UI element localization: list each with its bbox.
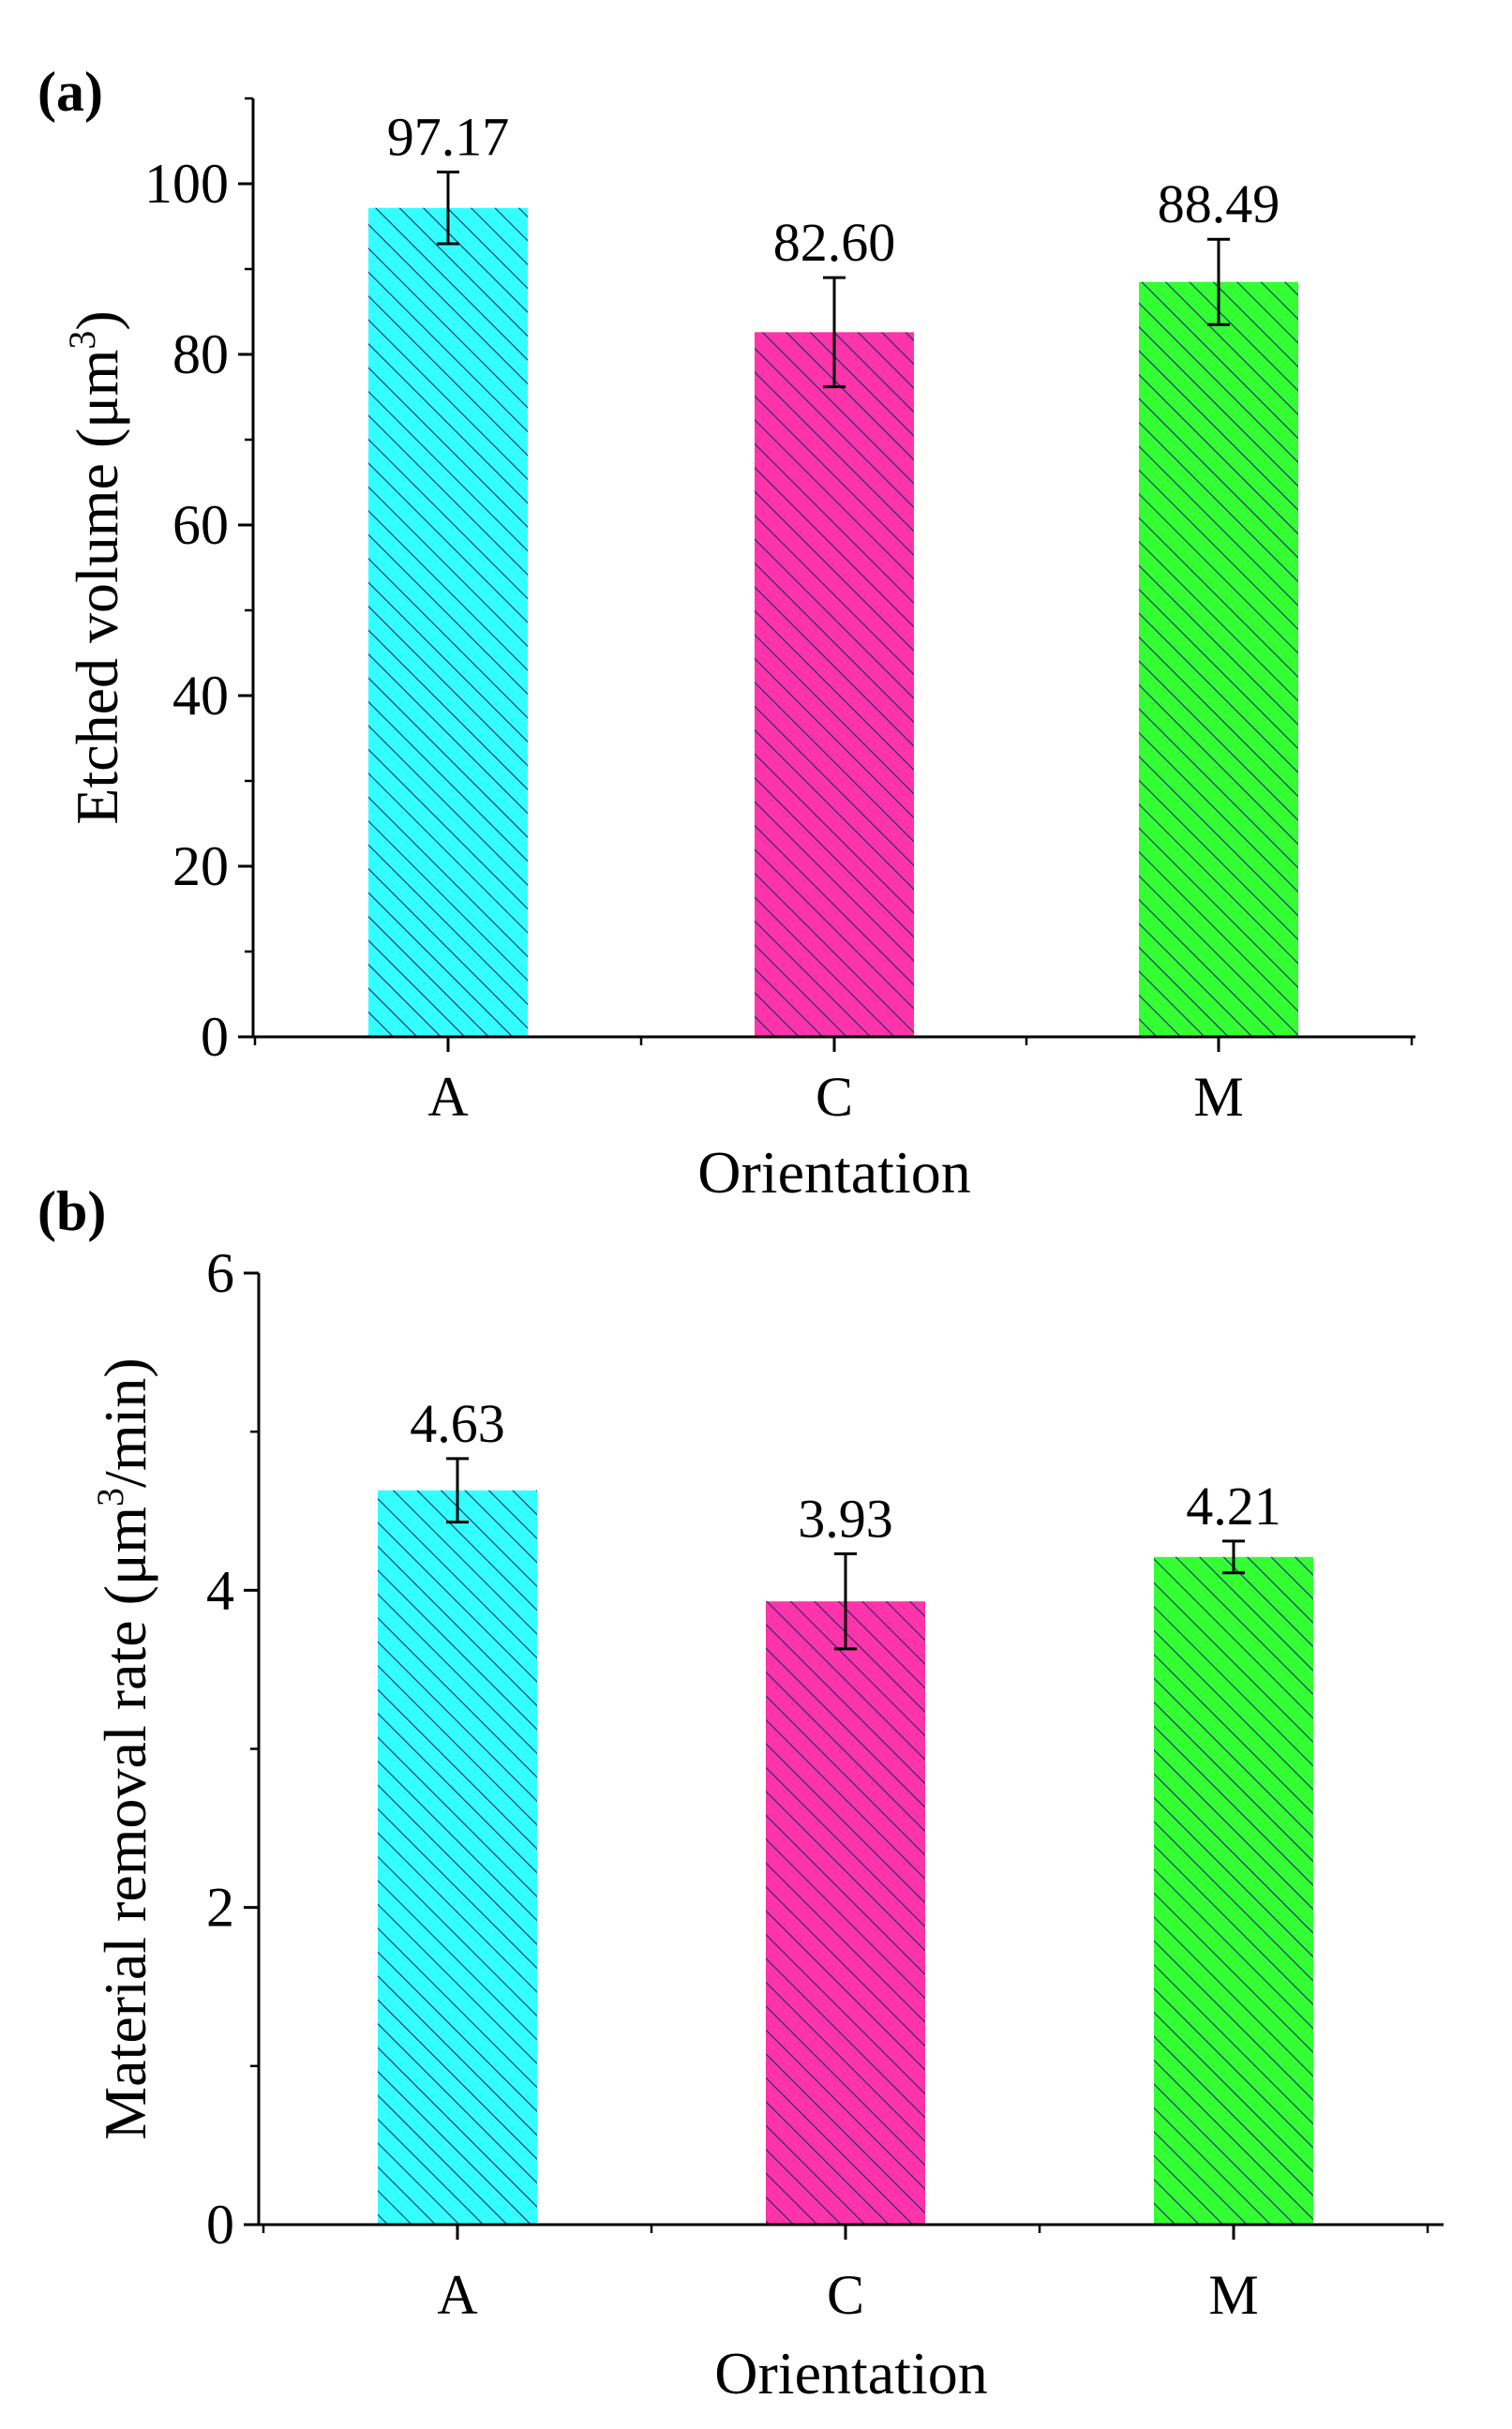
data-label: 88.49 xyxy=(1158,173,1280,234)
y-tick-label: 6 xyxy=(206,1242,234,1304)
y-tick-label: 100 xyxy=(144,153,229,215)
category-label: M xyxy=(1193,1066,1243,1128)
category-label: C xyxy=(816,1066,853,1128)
panel-label: (a) xyxy=(37,61,103,123)
y-axis-title-sup: 3 xyxy=(61,331,103,350)
y-axis-title-tail: ) xyxy=(64,310,130,330)
data-label: 4.63 xyxy=(410,1393,505,1454)
bar-hatch-a xyxy=(368,207,528,1038)
bar-hatch-c xyxy=(755,332,914,1038)
y-tick-label: 4 xyxy=(206,1559,234,1621)
category-label: A xyxy=(437,2264,477,2326)
y-tick-label: 0 xyxy=(201,1006,229,1068)
category-label: C xyxy=(827,2264,864,2326)
panel-label: (b) xyxy=(37,1180,106,1242)
y-axis-title-main: Material removal rate (μm xyxy=(92,1507,158,2140)
y-tick-label: 40 xyxy=(172,665,229,727)
y-axis-title-tail: /min) xyxy=(92,1357,158,1488)
bar-hatch-m xyxy=(1139,281,1298,1038)
x-axis-title: Orientation xyxy=(697,1139,970,1206)
y-tick-label: 2 xyxy=(206,1877,234,1939)
data-label: 3.93 xyxy=(798,1488,893,1549)
category-label: M xyxy=(1208,2264,1258,2326)
y-tick-label: 80 xyxy=(172,323,229,385)
x-axis-title: Orientation xyxy=(714,2340,987,2407)
y-tick-label: 60 xyxy=(172,494,229,556)
bar-hatch-c xyxy=(766,1601,925,2225)
y-axis-title-sup: 3 xyxy=(89,1488,131,1507)
bar-hatch-m xyxy=(1154,1556,1313,2225)
data-label: 82.60 xyxy=(773,212,896,273)
data-label: 4.21 xyxy=(1186,1476,1281,1537)
y-tick-label: 20 xyxy=(172,835,229,897)
y-tick-label: 0 xyxy=(206,2194,234,2256)
y-axis-title-main: Etched volume (μm xyxy=(64,350,130,825)
y-axis-title: Etched volume (μm3) xyxy=(61,310,130,824)
category-label: A xyxy=(427,1066,468,1128)
bar-hatch-a xyxy=(378,1490,537,2225)
data-label: 97.17 xyxy=(387,107,510,168)
y-axis-title: Material removal rate (μm3/min) xyxy=(89,1357,158,2139)
